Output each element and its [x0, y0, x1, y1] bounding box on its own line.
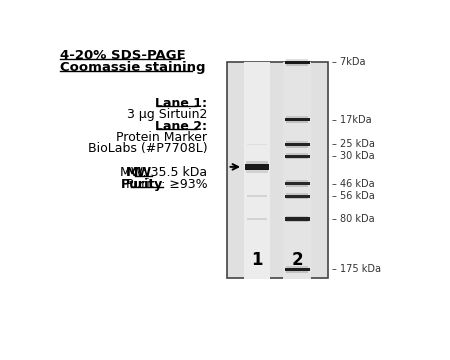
Text: MW: 35.5 kDa: MW: 35.5 kDa — [120, 166, 207, 179]
Bar — [287, 121, 308, 123]
Bar — [287, 221, 308, 222]
Bar — [287, 180, 308, 182]
Text: 1: 1 — [251, 251, 263, 269]
Text: BioLabs (#P7708L): BioLabs (#P7708L) — [88, 142, 207, 155]
Bar — [287, 193, 308, 195]
Text: 3 μg Sirtuin2: 3 μg Sirtuin2 — [127, 108, 207, 121]
Bar — [287, 271, 308, 273]
Text: 2: 2 — [292, 251, 303, 269]
Text: Protein Marker: Protein Marker — [117, 131, 207, 144]
Bar — [287, 216, 308, 217]
Bar — [287, 116, 308, 118]
Text: – 17kDa: – 17kDa — [332, 114, 372, 125]
Bar — [247, 195, 267, 197]
Bar — [285, 143, 310, 146]
Bar — [287, 185, 308, 186]
Bar — [285, 154, 310, 158]
Text: Purity: ≥93%: Purity: ≥93% — [126, 178, 207, 191]
Bar — [287, 153, 308, 154]
Text: – 7kDa: – 7kDa — [332, 58, 366, 67]
Text: – 175 kDa: – 175 kDa — [332, 265, 381, 274]
Bar — [287, 158, 308, 159]
Bar — [287, 266, 308, 267]
Bar — [284, 62, 311, 279]
Text: – 25 kDa: – 25 kDa — [332, 139, 375, 149]
Text: Lane 2:: Lane 2: — [155, 120, 207, 133]
Bar — [285, 267, 310, 271]
Text: Purity: Purity — [121, 178, 163, 191]
Text: – 80 kDa: – 80 kDa — [332, 214, 375, 224]
Bar — [247, 219, 267, 220]
Bar — [246, 170, 268, 173]
Bar — [227, 62, 328, 278]
Bar — [244, 62, 270, 279]
Text: – 56 kDa: – 56 kDa — [332, 191, 375, 201]
Bar — [247, 144, 267, 145]
Bar — [287, 64, 308, 66]
Text: Lane 1:: Lane 1: — [155, 97, 207, 110]
Bar — [287, 141, 308, 143]
Bar — [285, 195, 310, 198]
Bar — [245, 164, 269, 170]
Bar — [285, 217, 310, 221]
Bar — [287, 146, 308, 148]
Text: MW: MW — [126, 166, 152, 179]
Bar — [285, 118, 310, 121]
Text: – 46 kDa: – 46 kDa — [332, 179, 375, 189]
Bar — [287, 59, 308, 60]
Bar — [285, 60, 310, 64]
Bar — [285, 182, 310, 185]
Bar — [287, 198, 308, 199]
Bar — [246, 161, 268, 164]
Text: Coomassie staining: Coomassie staining — [60, 61, 206, 74]
Text: – 30 kDa: – 30 kDa — [332, 151, 375, 161]
Text: 4-20% SDS-PAGE: 4-20% SDS-PAGE — [60, 49, 186, 62]
